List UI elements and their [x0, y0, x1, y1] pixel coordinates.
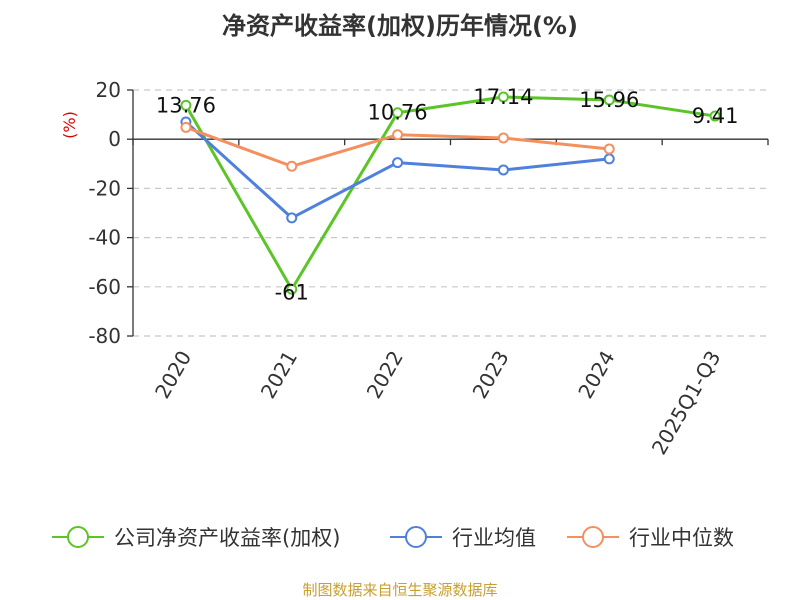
data-point — [603, 153, 615, 165]
y-tick-label: -80 — [88, 324, 121, 348]
data-label: 13.76 — [156, 93, 216, 117]
data-point — [392, 129, 404, 141]
data-label: -61 — [275, 280, 309, 304]
data-label: 17.14 — [473, 85, 533, 109]
data-point — [497, 91, 509, 103]
data-point — [603, 94, 615, 106]
legend-item: 公司净资产收益率(加权) — [52, 526, 340, 550]
y-axis-unit: (%) — [60, 111, 79, 139]
data-point — [286, 212, 298, 224]
y-tick-label: 20 — [96, 78, 121, 102]
data-label: 9.41 — [692, 104, 739, 128]
source-note: 制图数据来自恒生聚源数据库 — [302, 581, 497, 599]
legend-marker — [67, 526, 89, 548]
x-tick-label: 2024 — [573, 347, 619, 403]
x-tick-labels: 2020 2021 2022 2023 2024 2025Q1-Q3 — [150, 346, 725, 458]
x-tick-label: 2021 — [256, 347, 302, 403]
legend-label: 行业中位数 — [629, 526, 734, 550]
data-point — [180, 121, 192, 133]
series-line — [184, 95, 716, 291]
y-tick-label: 0 — [108, 127, 121, 151]
data-point — [497, 132, 509, 144]
x-tick-label: 2023 — [468, 346, 514, 402]
gridlines — [133, 89, 768, 337]
legend-marker — [582, 526, 604, 548]
legend-marker — [405, 526, 427, 548]
y-tick-labels: 20 0 -20 -40 -60 -80 — [88, 78, 121, 348]
legend-label: 公司净资产收益率(加权) — [114, 526, 340, 550]
data-label: 10.76 — [368, 101, 428, 125]
series-lines — [180, 91, 721, 295]
data-point — [603, 143, 615, 155]
data-labels: 13.76 -61 10.76 17.14 15.96 9.41 — [156, 85, 739, 304]
legend-label: 行业均值 — [452, 526, 536, 550]
data-point — [709, 110, 721, 122]
chart-title: 净资产收益率(加权)历年情况(%) — [222, 12, 578, 40]
data-point — [392, 107, 404, 119]
legend-item: 行业均值 — [390, 526, 536, 550]
legend: 公司净资产收益率(加权) 行业均值 行业中位数 — [52, 526, 734, 550]
y-tick-label: -40 — [88, 226, 121, 250]
y-tick-label: -60 — [88, 275, 121, 299]
x-tick-label: 2025Q1-Q3 — [647, 347, 726, 459]
x-tick-label: 2020 — [150, 347, 196, 403]
y-tick-label: -20 — [88, 176, 121, 200]
data-point — [286, 283, 298, 295]
data-point — [286, 160, 298, 172]
data-point — [497, 164, 509, 176]
data-point — [180, 99, 192, 111]
x-tick-label: 2022 — [362, 347, 408, 403]
axes — [127, 89, 769, 337]
legend-item: 行业中位数 — [567, 526, 734, 550]
data-label: 15.96 — [579, 88, 639, 112]
data-point — [392, 157, 404, 169]
